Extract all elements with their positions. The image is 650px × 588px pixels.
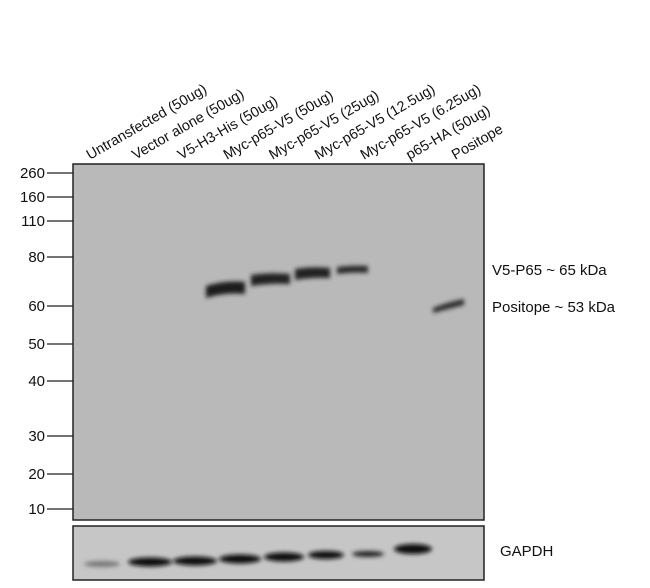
marker-label: 160: [20, 189, 45, 206]
annotation: V5-P65 ~ 65 kDa: [492, 262, 607, 279]
bands: [84, 265, 464, 567]
band: [295, 267, 330, 280]
marker-label: 260: [20, 165, 45, 182]
gapdh-band: [308, 551, 344, 559]
annotation: Positope ~ 53 kDa: [492, 299, 616, 316]
gapdh-band: [264, 552, 304, 562]
main-blot: [72, 163, 485, 521]
band: [337, 265, 368, 274]
loading-control-label: GAPDH: [500, 543, 553, 560]
band: [206, 281, 245, 298]
marker-label: 40: [28, 373, 45, 390]
marker-label: 110: [21, 213, 45, 230]
gapdh-band: [219, 554, 261, 564]
marker-label: 30: [28, 428, 45, 445]
gapdh-band: [173, 556, 217, 566]
gapdh-band: [128, 557, 172, 567]
band: [433, 299, 464, 313]
gapdh-band: [394, 544, 432, 554]
gapdh-band: [84, 561, 120, 567]
marker-label: 50: [28, 336, 45, 353]
marker-label: 20: [28, 466, 45, 483]
gapdh-band: [352, 551, 384, 557]
marker-label: 80: [28, 249, 45, 266]
marker-label: 10: [28, 501, 45, 518]
band: [251, 273, 290, 286]
marker-label: 60: [28, 298, 45, 315]
